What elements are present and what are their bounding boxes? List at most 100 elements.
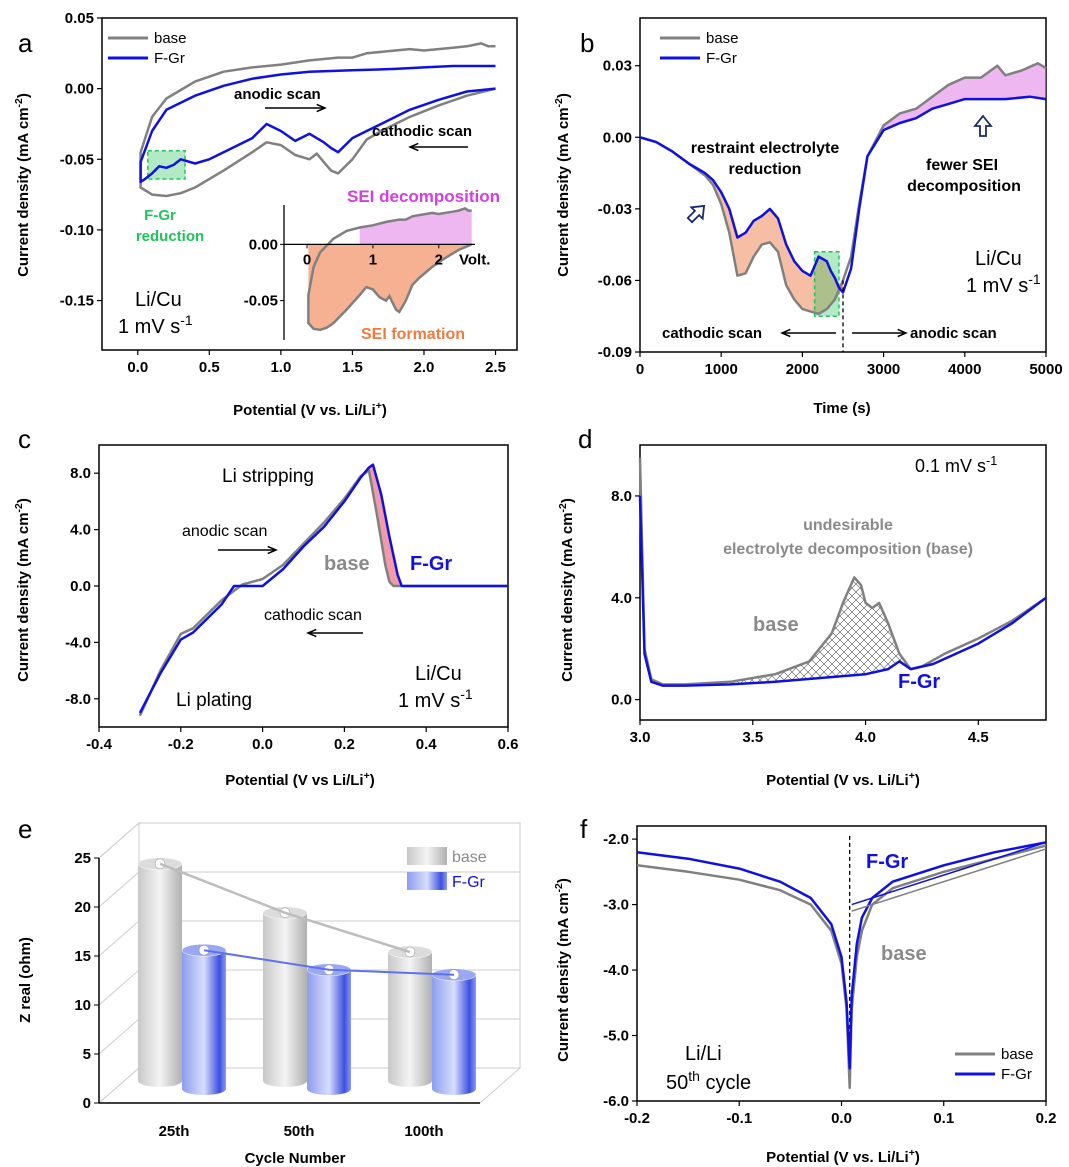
panel-a-xlabel: Potential (V vs. Li/Li+) bbox=[233, 400, 387, 419]
panel-a-ytick-label: -0.10 bbox=[60, 222, 94, 239]
panel-d-xlabel: Potential (V vs. Li/Li+) bbox=[766, 770, 920, 789]
panel-b-xtick-label: 5000 bbox=[1029, 361, 1062, 378]
panel-a-fgr-label: F-Gr bbox=[144, 207, 176, 224]
panel-e-ytick-label: 25 bbox=[74, 850, 91, 867]
panel-f-ytick-label: -5.0 bbox=[603, 1028, 629, 1045]
panel-c-ytick-label: -4.0 bbox=[65, 634, 91, 651]
panel-c-plating-label: Li plating bbox=[176, 690, 252, 711]
panel-c-anodic-label: anodic scan bbox=[182, 523, 267, 540]
panel-a-inset-xtick-label: 0 bbox=[303, 251, 311, 268]
panel-e-ytick-label: 20 bbox=[74, 899, 91, 916]
panel-b-ytick-label: -0.06 bbox=[598, 272, 632, 289]
panel-f-base-line bbox=[636, 844, 1047, 1090]
panel-c-ytick-label: -8.0 bbox=[65, 691, 91, 708]
panel-e-legend-swatch-fgr bbox=[407, 872, 447, 890]
panel-e-ytick-label: 0 bbox=[83, 1095, 91, 1112]
panel-a-inset-xtick-label: 2 bbox=[435, 251, 443, 268]
panel-a-ylabel: Current density (mA cm-2) bbox=[13, 93, 32, 277]
panel-e-xtick-label: 25th bbox=[159, 1123, 190, 1140]
panel-c-ytick-label: 8.0 bbox=[70, 465, 91, 482]
panel-f-base-tafel bbox=[851, 848, 1047, 912]
panel-b-legend-entry: base bbox=[706, 30, 739, 47]
panel-e-grid bbox=[98, 920, 140, 957]
panel-d-frame bbox=[639, 444, 1047, 721]
panel-e-label: e bbox=[18, 814, 32, 844]
panel-e-xtick-label: 100th bbox=[404, 1123, 443, 1140]
panel-c-fgr-line bbox=[138, 463, 508, 714]
panel-f-xtick-label: -0.1 bbox=[726, 1110, 752, 1127]
panel-d-xtick-label: 3.0 bbox=[630, 729, 651, 746]
panel-c-ytick-label: 0.0 bbox=[70, 578, 91, 595]
panel-d-fgr-line bbox=[638, 495, 1047, 687]
panel-e-ytick-label: 15 bbox=[74, 948, 91, 965]
panel-b-fewer-label: fewer SEI bbox=[926, 157, 998, 174]
panel-a-reduction-label: reduction bbox=[136, 228, 204, 245]
panel-c-xtick-label: 0.0 bbox=[252, 736, 273, 753]
panel-a-label: a bbox=[18, 28, 33, 58]
panel-a-xtick-label: 2.5 bbox=[485, 359, 506, 376]
panel-a-legend-entry: base bbox=[154, 30, 187, 47]
panel-d-rate-label: 0.1 mV s-1 bbox=[915, 454, 997, 476]
panel-f-lili-label: Li/Li bbox=[685, 1043, 722, 1065]
panel-d-ytick-label: 8.0 bbox=[611, 488, 632, 505]
panel-f-ytick-label: -3.0 bbox=[603, 897, 629, 914]
panel-f-fgr-line bbox=[636, 841, 1047, 1070]
panel-b-ytick-label: 0.00 bbox=[603, 129, 632, 146]
panel-a-cathodic-arrow-head bbox=[408, 142, 419, 152]
panel-b-xtick-label: 0 bbox=[636, 361, 644, 378]
panel-b-anodic-arrow-head bbox=[897, 328, 908, 338]
panel-a-base-line bbox=[139, 42, 496, 198]
panel-b-fgr-line bbox=[639, 95, 1047, 294]
panel-c-xtick-label: -0.2 bbox=[168, 736, 194, 753]
panel-a-xtick-label: 1.0 bbox=[270, 359, 291, 376]
panel-b-ylabel: Current density (mA cm-2) bbox=[553, 93, 572, 277]
panel-a-ytick-label: 0.05 bbox=[65, 10, 94, 27]
panel-e-base-bar-body bbox=[138, 863, 182, 1087]
panel-c-label: c bbox=[18, 424, 31, 454]
panel-a-xtick-label: 0.5 bbox=[199, 359, 220, 376]
panel-f-xlabel: Potential (V vs. Li/Li+) bbox=[766, 1147, 920, 1166]
panel-a-fgr-line bbox=[139, 64, 496, 184]
panel-a-legend-entry: F-Gr bbox=[154, 50, 185, 67]
panel-d-xtick-label: 4.5 bbox=[968, 729, 989, 746]
panel-e-base-bar-body bbox=[263, 912, 307, 1087]
panel-b-ytick-label: -0.09 bbox=[598, 344, 632, 361]
panel-b-reduction-label: reduction bbox=[729, 161, 802, 178]
panel-e-fgr-bar-body bbox=[307, 969, 351, 1095]
panel-a-inset-xtick-label: 1 bbox=[369, 251, 377, 268]
panel-e-ytick-label: 5 bbox=[83, 1046, 91, 1063]
panel-e-xlabel: Cycle Number bbox=[245, 1150, 346, 1167]
panel-e-grid bbox=[98, 822, 140, 859]
panel-c-cathodic-arrow-head bbox=[306, 628, 317, 638]
panel-e-legend-swatch-base bbox=[407, 847, 447, 865]
panel-c-strip-fill bbox=[360, 464, 402, 586]
panel-f-legend-entry: F-Gr bbox=[1001, 1066, 1032, 1083]
panel-c-base-line bbox=[138, 469, 508, 717]
panel-a-inset-xunit: Volt. bbox=[459, 251, 490, 268]
panel-a-rate-label: 1 mV s-1 bbox=[118, 312, 193, 338]
panel-b-ytick-label: -0.03 bbox=[598, 201, 632, 218]
panel-b-anodic-label: anodic scan bbox=[910, 325, 997, 342]
panel-a-anodic-label: anodic scan bbox=[234, 86, 321, 103]
panel-c-xtick-label: -0.4 bbox=[86, 736, 113, 753]
panel-a-xtick-label: 0.0 bbox=[127, 359, 148, 376]
panel-d-base-label: base bbox=[753, 614, 799, 636]
panel-d-ylabel: Current density (mA cm-2) bbox=[557, 498, 576, 682]
panel-b-restraint-label: restraint electrolyte bbox=[691, 140, 840, 157]
panel-f-xtick-label: -0.2 bbox=[624, 1110, 650, 1127]
panel-b-xtick-label: 1000 bbox=[705, 361, 738, 378]
panel-c-rate-label: 1 mV s-1 bbox=[398, 686, 473, 712]
panel-a-xtick-label: 2.0 bbox=[414, 359, 435, 376]
panel-b-xtick-label: 3000 bbox=[867, 361, 900, 378]
panel-c-base-label: base bbox=[324, 553, 370, 575]
panel-e-fgr-trend bbox=[203, 949, 455, 976]
panel-b-cathodic-arrow-head bbox=[780, 328, 791, 338]
panel-e-ylabel: Z real (ohm) bbox=[17, 937, 34, 1023]
panel-f-xtick-label: 0.1 bbox=[933, 1110, 954, 1127]
panel-e-fgr-bar-body bbox=[182, 950, 226, 1095]
panel-b-anodic-fill bbox=[867, 63, 1046, 157]
panel-c-anodic-arrow-head bbox=[267, 545, 278, 555]
panel-e-fgr-bar-body bbox=[432, 974, 476, 1095]
panel-a-ytick-label: 0.00 bbox=[65, 81, 94, 98]
panel-e-base-trend bbox=[159, 862, 411, 954]
